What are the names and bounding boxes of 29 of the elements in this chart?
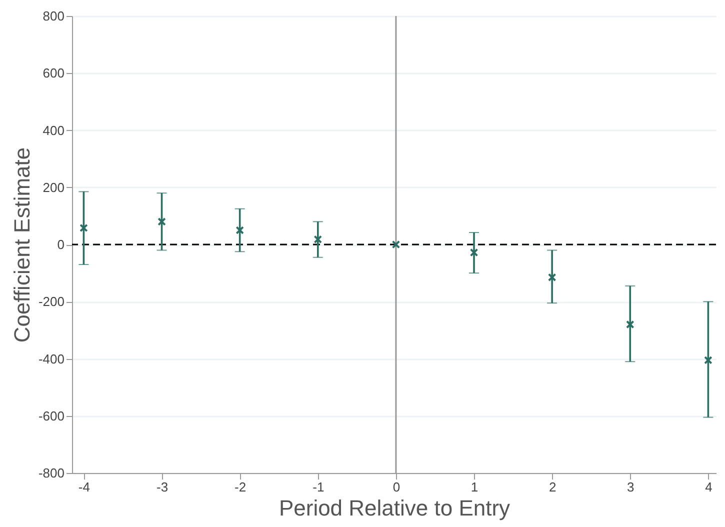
y-tick-label: 800 <box>42 8 64 24</box>
point <box>548 273 556 282</box>
point <box>236 226 244 234</box>
x-tick-label: 0 <box>392 480 400 494</box>
x-tick-label: -4 <box>78 480 90 494</box>
x-tick-label: -2 <box>234 480 246 494</box>
point <box>626 320 634 329</box>
point <box>158 217 166 226</box>
point <box>470 248 478 257</box>
x-tick-label: -1 <box>312 480 324 494</box>
y-tick-label: -400 <box>38 351 64 366</box>
y-tick-label: -600 <box>38 408 64 424</box>
point <box>704 356 712 364</box>
y-tick-label: -200 <box>38 294 64 310</box>
x-tick-label: 4 <box>705 480 712 494</box>
y-tick-label: 400 <box>42 122 64 138</box>
x-tick-label: 2 <box>548 480 556 494</box>
x-tick-label: 1 <box>470 480 478 494</box>
y-axis-title: Coefficient Estimate <box>9 147 34 343</box>
x-tick-label: 3 <box>627 480 634 494</box>
point <box>314 235 322 244</box>
point <box>392 240 400 249</box>
y-tick-label: 600 <box>42 66 64 81</box>
x-axis-title: Period Relative to Entry <box>278 496 510 520</box>
point <box>80 224 88 232</box>
y-tick-label: 200 <box>42 180 64 195</box>
x-tick-label: -3 <box>156 480 168 494</box>
y-tick-label: -800 <box>38 466 64 480</box>
y-tick-label: 0 <box>57 237 64 252</box>
